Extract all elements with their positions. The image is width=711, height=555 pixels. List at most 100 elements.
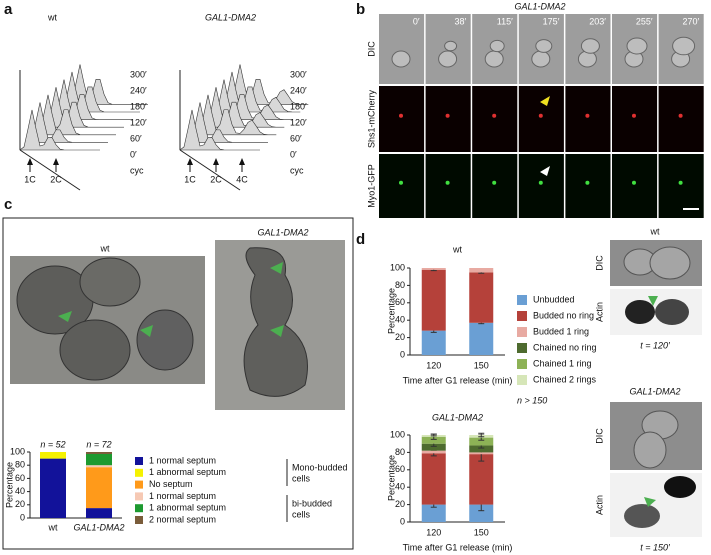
y-tick-label: 80 <box>395 447 405 457</box>
x-axis-label: Time after G1 release (min) <box>403 542 513 552</box>
frame <box>379 86 425 152</box>
y-tick-label: 20 <box>395 332 405 342</box>
legend-swatch <box>135 504 143 513</box>
bar-segment <box>86 465 112 468</box>
bar-segment <box>469 504 494 522</box>
time-label: 120′ <box>130 117 147 127</box>
peak-label: 2C <box>210 174 222 184</box>
time-label: 240′ <box>290 85 307 95</box>
legend-label: 1 abnormal septum <box>149 467 226 477</box>
legend-label: 1 abnormal septum <box>149 503 226 513</box>
x-tick-label: GAL1-DMA2 <box>73 522 124 532</box>
panel-label: d <box>356 231 365 248</box>
time-label: 300′ <box>290 69 307 79</box>
legend-label: Unbudded <box>533 294 575 304</box>
y-tick-label: 0 <box>20 512 25 522</box>
row-label: Myo1-GFP <box>366 164 376 208</box>
legend-swatch <box>517 311 527 321</box>
bar-segment <box>421 269 446 331</box>
image-title: GAL1-DMA2 <box>257 227 308 237</box>
image-title: wt <box>100 243 110 253</box>
signal <box>399 113 403 118</box>
time-label: t = 150′ <box>640 542 670 552</box>
frame <box>425 154 471 218</box>
y-tick-label: 40 <box>395 315 405 325</box>
arrow <box>213 158 219 165</box>
arrowhead <box>540 96 550 106</box>
bar-segment <box>421 268 446 270</box>
cell <box>391 50 411 68</box>
peak-label: 1C <box>184 174 196 184</box>
cell <box>649 246 691 280</box>
bar-segment <box>421 450 446 454</box>
arrow <box>187 158 193 165</box>
legend-label: 1 normal septum <box>149 491 216 501</box>
time-label: 203′ <box>589 16 606 26</box>
frame <box>565 86 611 152</box>
legend-swatch <box>135 480 143 489</box>
time-label: 38′ <box>454 16 466 26</box>
frame <box>658 154 704 218</box>
panel-label: a <box>4 1 13 18</box>
arrowhead <box>270 325 284 337</box>
legend-label: 2 normal septum <box>149 514 216 524</box>
cell <box>531 50 551 68</box>
x-tick-label: 150 <box>474 360 489 370</box>
y-axis-label: Percentage <box>386 455 396 501</box>
time-label: 0′ <box>413 16 420 26</box>
signal <box>632 113 636 118</box>
image-title: wt <box>650 226 660 236</box>
flow-histograms: 300′ 240′ 180′ 120′ 60′ 0′ cyc 1C 2C 300′ 240′ 180′… <box>19 64 309 191</box>
y-tick-label: 60 <box>395 464 405 474</box>
row-label: Actin <box>594 495 604 515</box>
legend-label: Budded 1 ring <box>533 326 589 336</box>
error-bar <box>430 433 437 437</box>
arrow <box>27 158 33 165</box>
row-label: Actin <box>594 302 604 322</box>
legend-label: Chained no ring <box>533 342 597 352</box>
arrowhead <box>540 166 550 176</box>
arrowhead <box>644 497 656 507</box>
arrow <box>53 158 59 165</box>
x-tick-label: 120 <box>426 360 441 370</box>
legend-label: Chained 2 rings <box>533 374 597 384</box>
time-label: cyc <box>290 165 304 175</box>
legend-swatch <box>517 295 527 305</box>
cell <box>438 50 458 68</box>
error-bar <box>478 432 485 438</box>
signal <box>538 180 543 185</box>
y-tick-label: 20 <box>395 499 405 509</box>
bar-segment <box>469 437 494 446</box>
actin-signal <box>624 504 660 528</box>
group-label: bi-budded <box>292 498 332 508</box>
actin-signal <box>625 300 655 324</box>
bar-segment <box>469 452 494 455</box>
legend-swatch <box>135 492 143 501</box>
timelapse: DIC 0′ 38′ 115′ 175′ 203′ 255′ 270′ Shs1-mCherry… <box>366 14 704 218</box>
signal <box>492 113 497 118</box>
time-label: 60′ <box>290 133 302 143</box>
cell <box>577 50 597 68</box>
time-label: 300′ <box>130 69 147 79</box>
panel-title: GAL1-DMA2 <box>205 12 256 22</box>
cell <box>136 309 194 371</box>
legend-label: Budded no ring <box>533 310 594 320</box>
time-label: t = 120′ <box>640 340 670 350</box>
signal <box>585 113 590 118</box>
arrowhead <box>140 325 153 337</box>
actin-signal <box>664 476 696 498</box>
axis <box>179 149 241 191</box>
cell <box>59 319 131 381</box>
arrowhead <box>58 311 72 322</box>
row-label: Shs1-mCherry <box>366 89 376 148</box>
signal <box>632 180 636 185</box>
peak-label: 4C <box>236 174 248 184</box>
bar-segment <box>86 453 112 466</box>
panel-title: wt <box>47 12 57 22</box>
bar-segment <box>421 443 446 451</box>
row-label: DIC <box>594 255 604 271</box>
y-axis-label: Percentage <box>386 288 396 334</box>
signal <box>399 180 403 185</box>
peak-label: 2C <box>50 174 62 184</box>
